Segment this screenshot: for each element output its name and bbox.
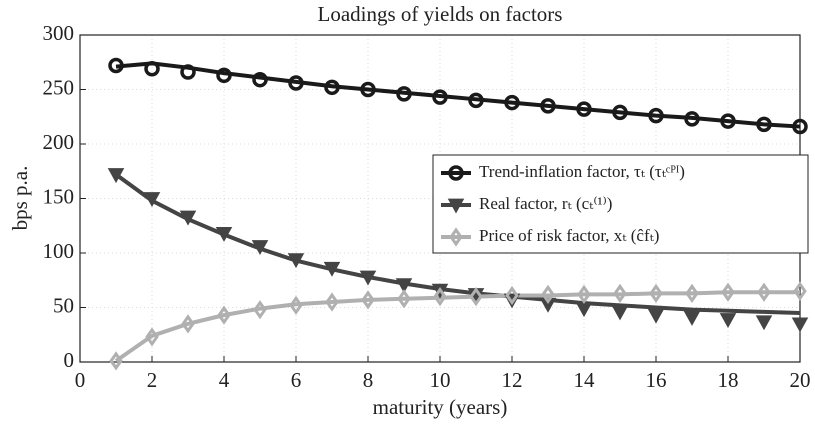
marker [791, 317, 809, 333]
legend-label: Trend-inflation factor, τₜ (τₜᶜᴾᴵ) [479, 162, 685, 181]
marker [683, 310, 701, 326]
fit-line [114, 290, 800, 363]
marker [721, 282, 735, 302]
y-tick-label: 200 [43, 130, 75, 154]
marker [505, 285, 519, 306]
marker [684, 111, 700, 127]
marker [396, 86, 412, 102]
y-tick-label: 300 [43, 21, 75, 45]
x-tick-label: 16 [646, 368, 667, 392]
fit-line [114, 172, 801, 315]
marker [647, 308, 665, 324]
y-axis-label: bps p.a. [8, 166, 32, 231]
marker [287, 253, 305, 269]
marker [469, 286, 483, 307]
x-axis-label: maturity (years) [373, 395, 508, 419]
marker [613, 283, 627, 303]
marker [361, 290, 375, 310]
marker [539, 297, 557, 313]
x-tick-label: 18 [718, 368, 739, 392]
marker [576, 101, 592, 117]
marker [719, 313, 737, 329]
marker [504, 94, 520, 111]
y-tick-label: 150 [43, 184, 75, 208]
marker [251, 240, 269, 256]
marker [793, 281, 807, 301]
marker [108, 57, 124, 74]
legend-box [432, 154, 809, 254]
marker [449, 227, 463, 247]
marker [541, 284, 555, 305]
x-tick-label: 0 [75, 368, 86, 392]
legend-label: Price of risk factor, xₜ (ĉfₜ) [479, 226, 659, 245]
marker [360, 81, 376, 98]
marker [179, 210, 197, 226]
marker [216, 67, 232, 84]
x-tick-label: 10 [430, 368, 451, 392]
x-tick-label: 4 [219, 368, 230, 392]
marker [323, 261, 341, 277]
marker [252, 71, 268, 88]
y-tick-label: 100 [43, 239, 75, 263]
marker [144, 61, 160, 77]
marker [180, 64, 196, 80]
marker [756, 116, 772, 133]
marker [755, 315, 773, 331]
marker [215, 227, 233, 242]
marker [359, 270, 377, 286]
marker [757, 282, 771, 302]
marker [432, 89, 448, 105]
marker [253, 300, 267, 320]
x-tick-label: 6 [291, 368, 302, 392]
marker [181, 314, 195, 334]
legend: Trend-inflation factor, τₜ (τₜᶜᴾᴵ) Real f… [432, 154, 809, 254]
x-tick-label: 8 [363, 368, 374, 392]
marker [447, 198, 465, 214]
marker [577, 284, 591, 305]
marker [792, 118, 808, 135]
marker [612, 104, 628, 121]
marker [145, 327, 159, 347]
marker [720, 113, 736, 129]
marker [611, 305, 629, 321]
marker [217, 305, 231, 325]
chart-title: Loadings of yields on factors [318, 2, 563, 26]
marker [109, 351, 123, 371]
marker [107, 168, 125, 184]
marker [575, 302, 593, 318]
x-tick-label: 14 [574, 368, 596, 392]
legend-label: Real factor, rₜ (cₜ⁽¹⁾) [479, 194, 612, 213]
marker [433, 286, 447, 307]
marker [649, 283, 663, 303]
marker [325, 292, 339, 312]
marker [395, 278, 413, 294]
marker [648, 107, 664, 124]
x-tick-label: 20 [790, 368, 811, 392]
y-tick-label: 250 [43, 75, 75, 99]
marker [540, 98, 556, 114]
marker [397, 289, 411, 309]
x-tick-label: 2 [147, 368, 158, 392]
marker [468, 92, 484, 109]
marker [324, 79, 340, 96]
x-tick-label: 12 [502, 368, 523, 392]
marker [289, 295, 303, 315]
marker [143, 192, 161, 208]
y-tick-label: 0 [64, 348, 75, 372]
marker [288, 75, 304, 91]
marker [685, 283, 699, 303]
y-tick-label: 50 [53, 293, 74, 317]
marker [448, 165, 464, 181]
